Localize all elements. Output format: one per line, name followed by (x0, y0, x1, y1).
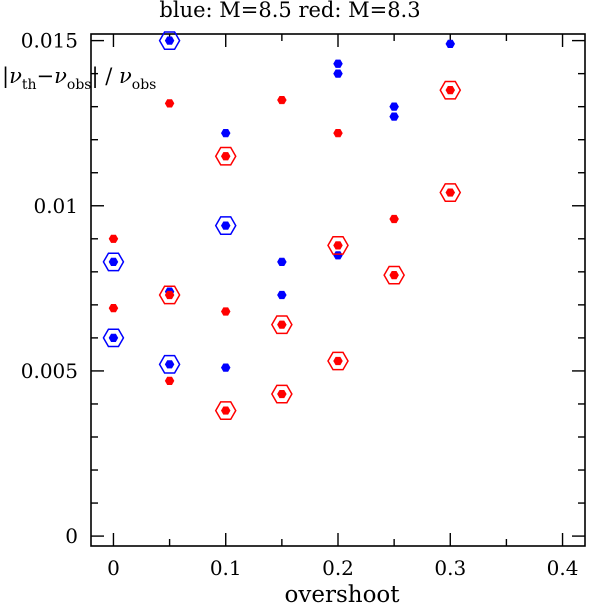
data-point (389, 102, 399, 111)
y-label-bar-close: | (91, 64, 98, 89)
data-point-marker-ring (158, 31, 181, 51)
y-label-sub-obs-2: obs (132, 77, 157, 93)
data-point (220, 152, 231, 161)
data-point-marker-ring (214, 401, 237, 420)
x-axis-label: overshoot (285, 582, 401, 607)
data-point (333, 251, 343, 260)
x-tick-label: 0 (107, 556, 120, 580)
y-tick-label: 0.005 (21, 359, 78, 383)
data-point (220, 406, 231, 415)
axis-ticks (91, 34, 585, 546)
y-label-nu-2: ν (54, 64, 67, 88)
data-point (164, 376, 175, 385)
data-point (333, 241, 343, 250)
data-point (445, 39, 456, 49)
y-tick-label: 0.015 (21, 29, 78, 53)
data-point (333, 59, 343, 68)
data-point (164, 99, 175, 108)
data-point (277, 95, 287, 105)
data-point-marker-ring (383, 265, 406, 285)
y-tick-label: 0 (65, 524, 78, 548)
data-point-marker-ring (102, 252, 125, 272)
data-point-marker-ring (214, 216, 237, 235)
y-label-slash: / (99, 64, 119, 88)
data-points (102, 31, 462, 420)
y-label-nu-1: ν (9, 64, 22, 88)
data-point-marker-ring (158, 354, 181, 374)
y-label-nu-3: ν (119, 64, 132, 88)
data-point (389, 112, 399, 121)
data-point (277, 389, 287, 399)
data-point (220, 221, 231, 230)
data-point-marker-ring (327, 351, 349, 371)
data-point (277, 290, 287, 300)
x-tick-label: 0.1 (210, 556, 242, 580)
data-point (108, 333, 119, 343)
y-label-sub-obs-1: obs (67, 77, 92, 93)
plot-frame (90, 33, 586, 547)
data-point (108, 234, 119, 243)
data-point (445, 86, 456, 95)
data-point (333, 69, 343, 78)
data-point (333, 128, 343, 138)
data-point (108, 304, 119, 313)
data-point-marker-ring (439, 183, 462, 202)
data-point-marker-ring (270, 315, 293, 335)
tick-labels: 0 0.1 0.2 0.3 0.4 0 0.005 0.01 0.015 (21, 29, 579, 580)
data-point (220, 307, 231, 316)
data-point (445, 188, 456, 197)
chart-title: blue: M=8.5 red: M=8.3 (159, 0, 420, 22)
data-point-marker-ring (270, 384, 293, 404)
data-point (164, 360, 175, 369)
data-point-marker-ring (327, 236, 349, 255)
data-point (220, 128, 231, 138)
data-point-marker-ring (214, 146, 237, 166)
y-label-sub-th: th (22, 77, 37, 93)
y-label-bar-open: | (2, 64, 9, 89)
x-tick-label: 0.2 (322, 556, 354, 580)
x-tick-label: 0.3 (434, 556, 466, 580)
y-axis-label: |νth−νobs| / νobs (2, 64, 156, 93)
data-point (277, 320, 287, 329)
y-tick-label: 0.01 (33, 194, 78, 218)
x-tick-label: 0.4 (547, 556, 579, 580)
data-point-marker-ring (102, 328, 125, 348)
data-point-marker-ring (158, 285, 181, 305)
data-point (389, 271, 399, 280)
data-point (333, 356, 343, 366)
data-point (164, 290, 175, 300)
data-point (108, 257, 119, 267)
data-point (389, 214, 399, 224)
data-point (277, 257, 287, 267)
data-point (164, 36, 175, 45)
y-label-minus: − (37, 64, 55, 88)
data-point (220, 363, 231, 372)
data-point-marker-ring (439, 80, 462, 100)
